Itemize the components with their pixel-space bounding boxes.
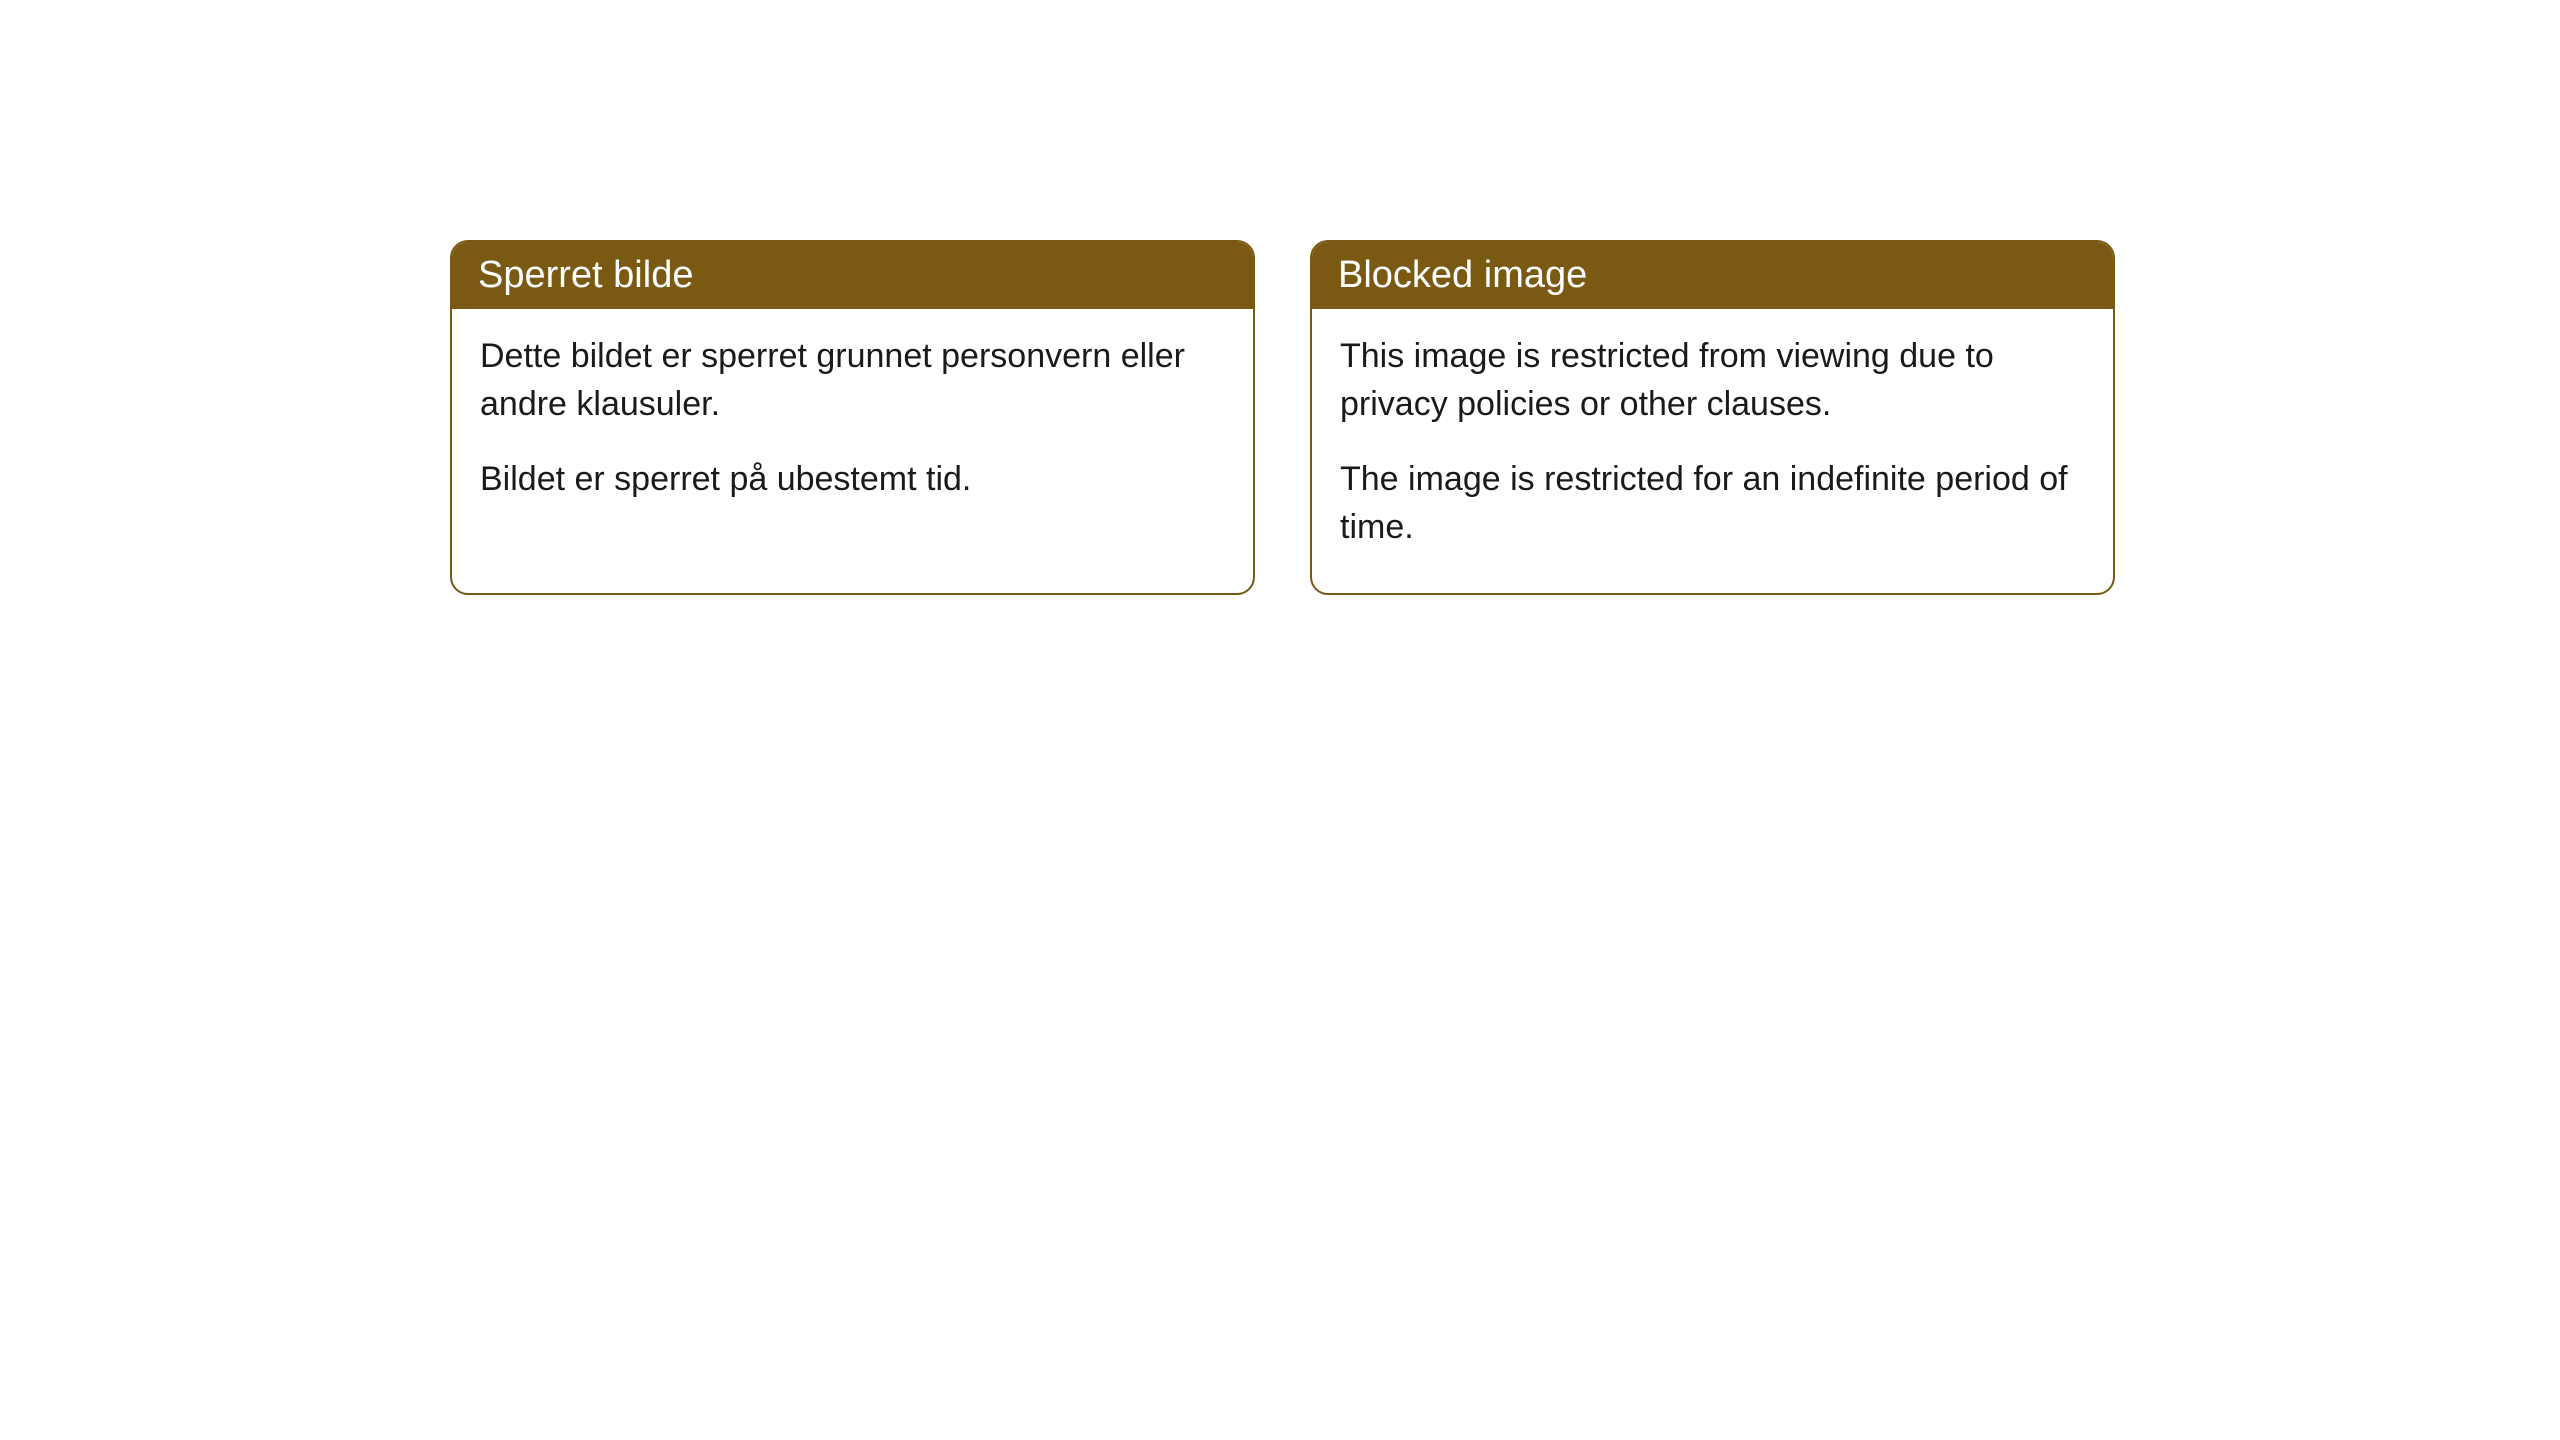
card-body: Dette bildet er sperret grunnet personve…: [452, 309, 1253, 546]
card-paragraph: The image is restricted for an indefinit…: [1340, 456, 2085, 551]
notice-card-english: Blocked image This image is restricted f…: [1310, 240, 2115, 595]
card-body: This image is restricted from viewing du…: [1312, 309, 2113, 593]
card-header: Blocked image: [1312, 242, 2113, 309]
card-paragraph: Bildet er sperret på ubestemt tid.: [480, 456, 1225, 504]
card-paragraph: Dette bildet er sperret grunnet personve…: [480, 333, 1225, 428]
card-paragraph: This image is restricted from viewing du…: [1340, 333, 2085, 428]
card-header: Sperret bilde: [452, 242, 1253, 309]
card-title: Blocked image: [1338, 254, 1587, 296]
card-title: Sperret bilde: [478, 254, 693, 296]
cards-container: Sperret bilde Dette bildet er sperret gr…: [0, 0, 2560, 595]
notice-card-norwegian: Sperret bilde Dette bildet er sperret gr…: [450, 240, 1255, 595]
